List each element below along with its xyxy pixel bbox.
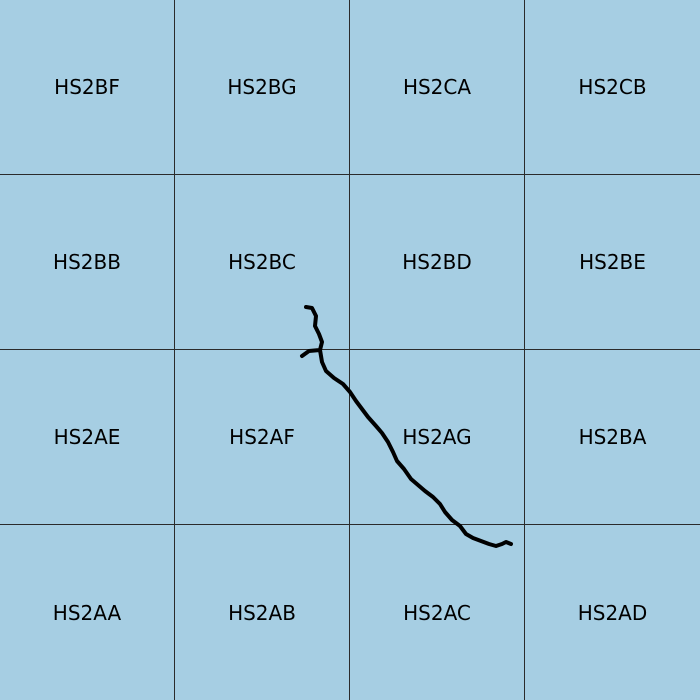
grid-cell: HS2AC	[350, 525, 525, 700]
grid-cell: HS2BC	[175, 175, 350, 350]
grid-cell: HS2AD	[525, 525, 700, 700]
grid-cell: HS2BG	[175, 0, 350, 175]
grid-cell: HS2BB	[0, 175, 175, 350]
grid-cell: HS2BD	[350, 175, 525, 350]
grid-cell: HS2AB	[175, 525, 350, 700]
grid-cell: HS2CB	[525, 0, 700, 175]
grid-cell: HS2BF	[0, 0, 175, 175]
grid-cell: HS2AA	[0, 525, 175, 700]
grid-cell: HS2AF	[175, 350, 350, 525]
grid-cell: HS2AG	[350, 350, 525, 525]
grid-cell: HS2AE	[0, 350, 175, 525]
grid-cell: HS2CA	[350, 0, 525, 175]
grid-cell: HS2BA	[525, 350, 700, 525]
grid-cell: HS2BE	[525, 175, 700, 350]
